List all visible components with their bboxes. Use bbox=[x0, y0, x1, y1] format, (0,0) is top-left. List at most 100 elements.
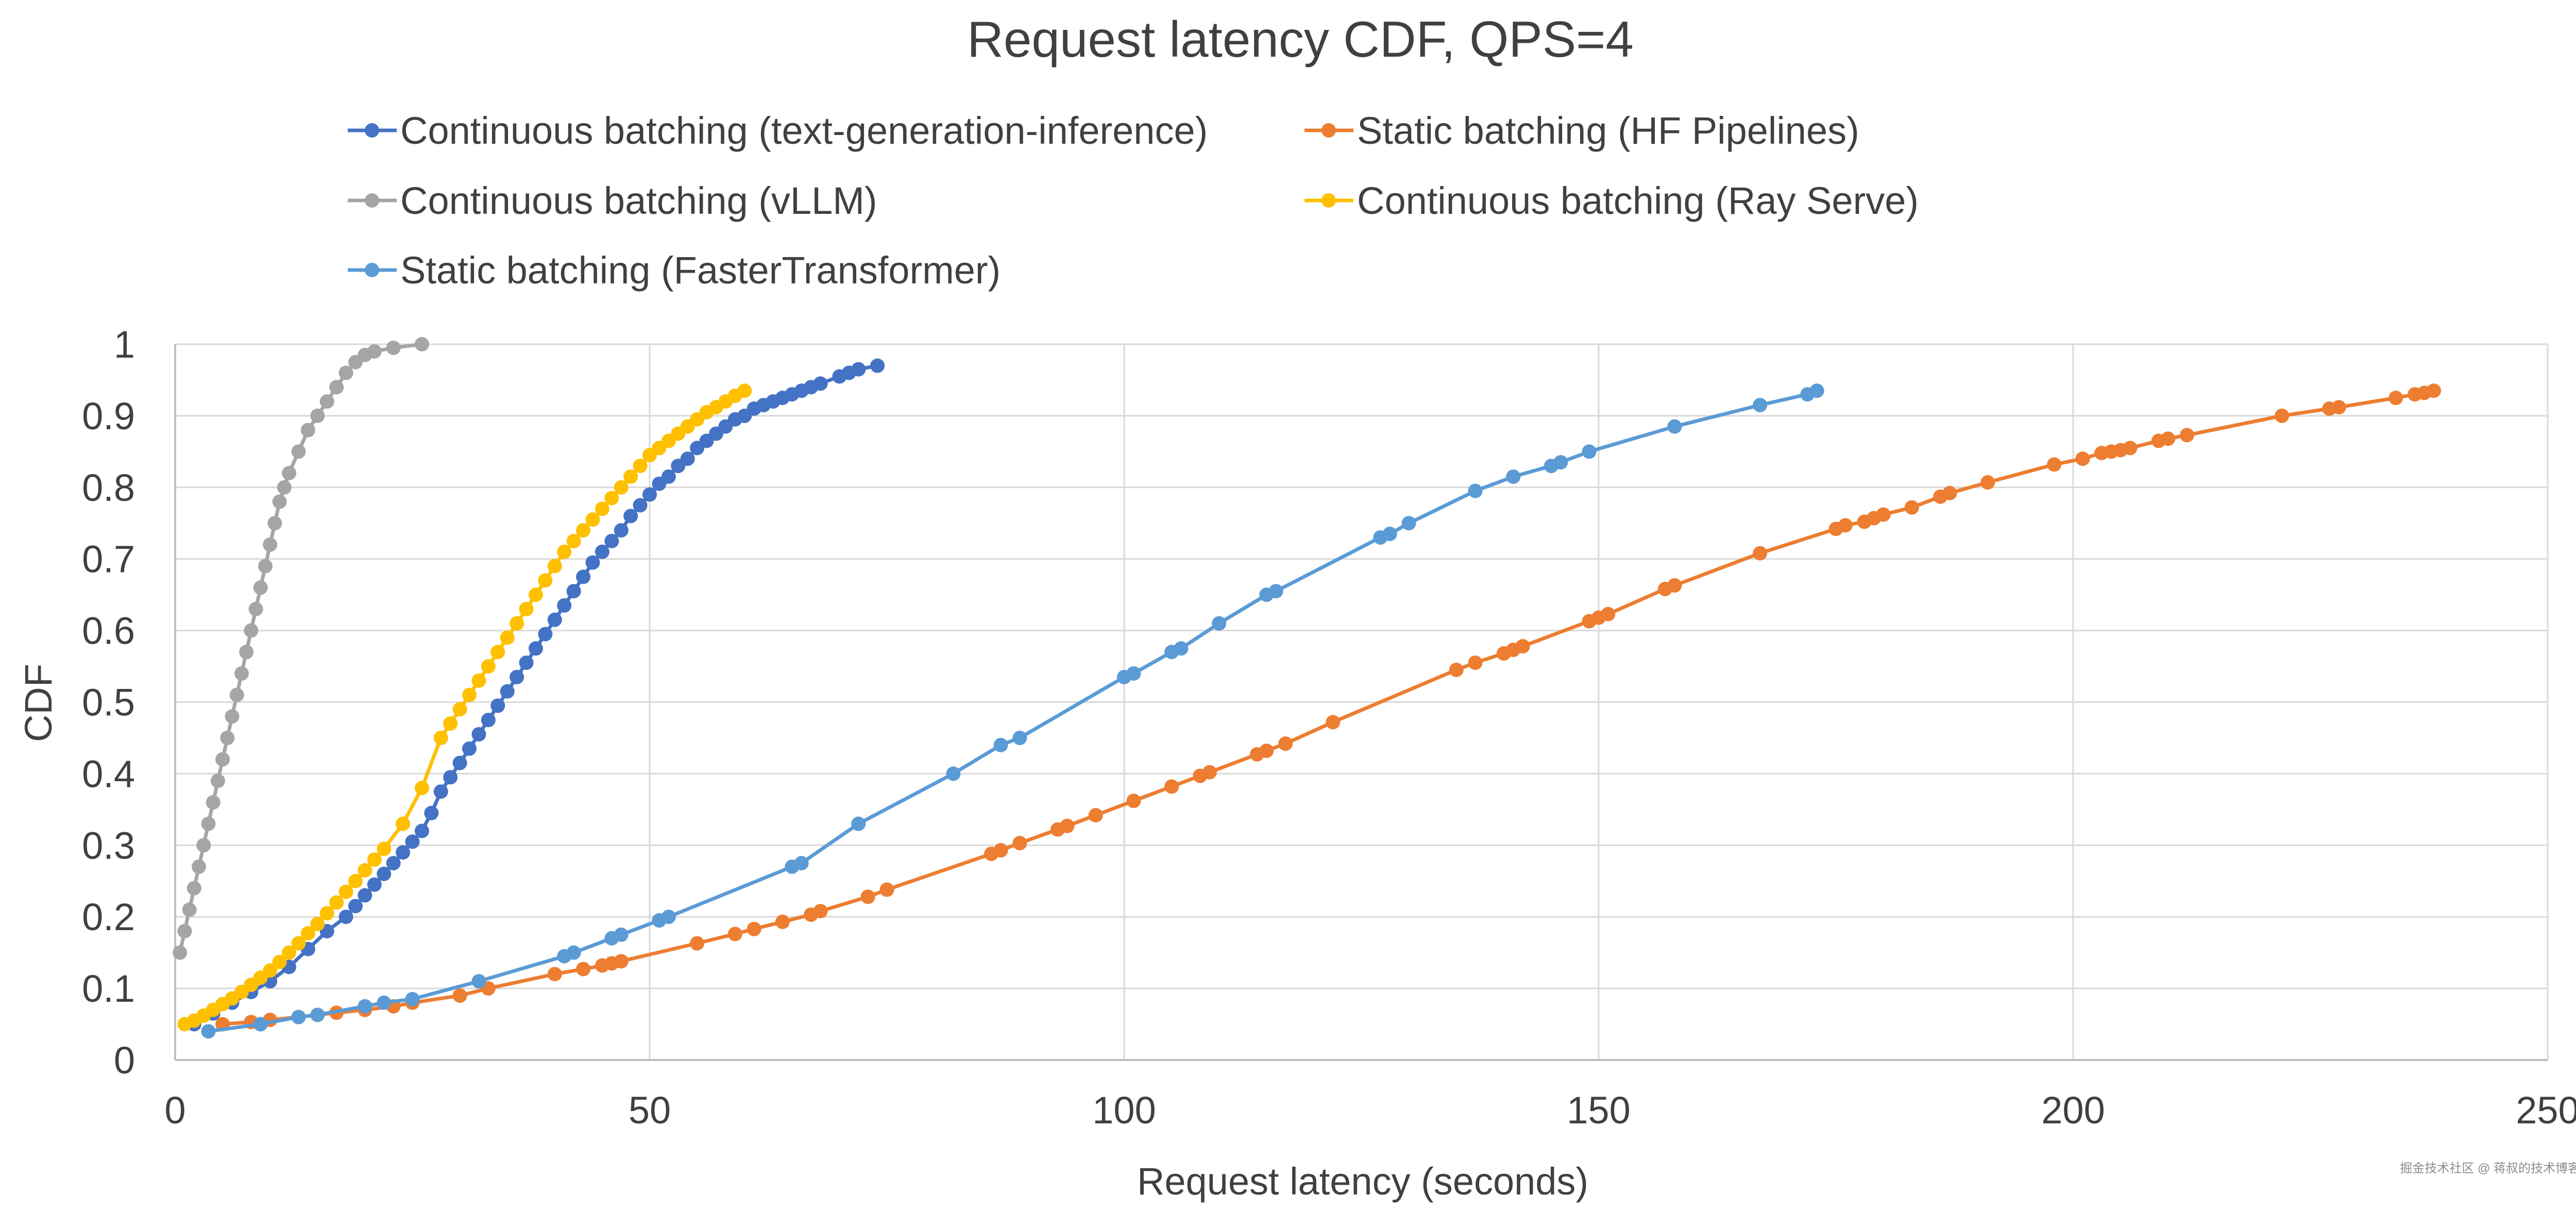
data-point bbox=[272, 494, 287, 509]
legend-item: Static batching (FasterTransformer) bbox=[348, 249, 1001, 292]
legend-label: Static batching (FasterTransformer) bbox=[400, 249, 1001, 292]
data-point bbox=[300, 423, 315, 437]
data-point bbox=[2388, 391, 2403, 406]
data-point bbox=[433, 784, 448, 799]
data-point bbox=[1582, 444, 1597, 459]
data-point bbox=[201, 1024, 216, 1039]
data-point bbox=[642, 487, 657, 502]
data-point bbox=[424, 805, 439, 820]
data-point bbox=[1553, 455, 1568, 470]
data-point bbox=[258, 559, 273, 574]
data-point bbox=[248, 601, 263, 616]
x-tick-label: 200 bbox=[2041, 1089, 2105, 1132]
data-point bbox=[2123, 441, 2138, 456]
data-point bbox=[377, 995, 392, 1010]
data-point bbox=[851, 816, 866, 831]
data-point bbox=[396, 845, 411, 860]
data-point bbox=[471, 673, 486, 688]
data-point bbox=[215, 752, 230, 767]
data-point bbox=[367, 852, 382, 867]
data-point bbox=[680, 451, 695, 466]
data-point bbox=[348, 899, 363, 914]
data-point bbox=[291, 1009, 306, 1024]
data-point bbox=[1174, 641, 1189, 656]
data-point bbox=[210, 773, 225, 788]
data-point bbox=[1268, 584, 1283, 599]
data-point bbox=[595, 501, 609, 516]
y-tick-label: 0.7 bbox=[82, 538, 135, 581]
y-tick-label: 0.8 bbox=[82, 466, 135, 509]
data-point bbox=[1088, 807, 1103, 822]
data-point bbox=[1980, 475, 1995, 490]
data-point bbox=[1212, 616, 1227, 631]
data-point bbox=[414, 823, 429, 838]
data-point bbox=[2331, 400, 2346, 415]
data-point bbox=[1278, 736, 1293, 751]
data-point bbox=[528, 587, 543, 602]
data-point bbox=[747, 921, 761, 936]
data-point bbox=[358, 863, 372, 878]
data-point bbox=[576, 569, 591, 584]
data-point bbox=[566, 945, 581, 960]
legend-swatch-marker bbox=[1321, 123, 1336, 138]
data-point bbox=[462, 687, 477, 702]
data-point bbox=[1667, 419, 1682, 434]
data-point bbox=[282, 466, 297, 481]
data-point bbox=[1326, 715, 1341, 730]
data-point bbox=[263, 537, 278, 552]
legend-swatch-marker bbox=[365, 193, 379, 208]
data-point bbox=[2180, 428, 2195, 443]
data-point bbox=[481, 713, 496, 728]
data-point bbox=[576, 962, 591, 977]
data-point bbox=[633, 459, 648, 474]
data-point bbox=[225, 709, 240, 724]
legend-item: Continuous batching (Ray Serve) bbox=[1304, 179, 1919, 222]
data-point bbox=[253, 580, 268, 595]
data-point bbox=[633, 498, 648, 513]
data-point bbox=[860, 889, 875, 904]
data-point bbox=[1904, 500, 1919, 515]
data-point bbox=[595, 544, 609, 559]
legend-label: Continuous batching (vLLM) bbox=[400, 179, 877, 222]
data-point bbox=[452, 988, 467, 1003]
data-point bbox=[661, 910, 676, 924]
data-point bbox=[1012, 836, 1027, 851]
data-point bbox=[201, 816, 216, 831]
data-point bbox=[547, 612, 562, 627]
y-tick-label: 0 bbox=[114, 1039, 135, 1082]
x-tick-label: 150 bbox=[1567, 1089, 1630, 1132]
data-point bbox=[338, 884, 353, 899]
data-point bbox=[538, 573, 553, 588]
data-point bbox=[623, 509, 638, 524]
data-point bbox=[358, 999, 372, 1014]
data-point bbox=[538, 627, 553, 642]
data-point bbox=[557, 598, 572, 613]
data-point bbox=[1468, 655, 1483, 670]
series-2 bbox=[173, 337, 429, 960]
data-point bbox=[2275, 408, 2290, 423]
data-point bbox=[1401, 516, 1416, 531]
data-point bbox=[187, 881, 201, 896]
data-point bbox=[272, 954, 287, 969]
series-0 bbox=[187, 358, 885, 1032]
data-point bbox=[1382, 527, 1397, 542]
data-point bbox=[1126, 666, 1141, 681]
data-point bbox=[1753, 398, 1768, 413]
data-point bbox=[220, 730, 235, 745]
data-point bbox=[519, 655, 534, 670]
x-tick-label: 0 bbox=[164, 1089, 185, 1132]
data-point bbox=[1601, 607, 1616, 621]
data-point bbox=[367, 344, 382, 359]
data-point bbox=[1060, 818, 1075, 833]
data-point bbox=[452, 755, 467, 770]
data-point bbox=[1753, 546, 1768, 561]
data-point bbox=[490, 698, 505, 713]
data-point bbox=[1259, 743, 1274, 758]
y-tick-label: 0.5 bbox=[82, 681, 135, 724]
data-point bbox=[870, 358, 885, 373]
data-point bbox=[614, 523, 629, 538]
data-point bbox=[614, 927, 629, 942]
data-point bbox=[528, 641, 543, 656]
data-point bbox=[462, 741, 477, 756]
data-point bbox=[737, 383, 752, 398]
